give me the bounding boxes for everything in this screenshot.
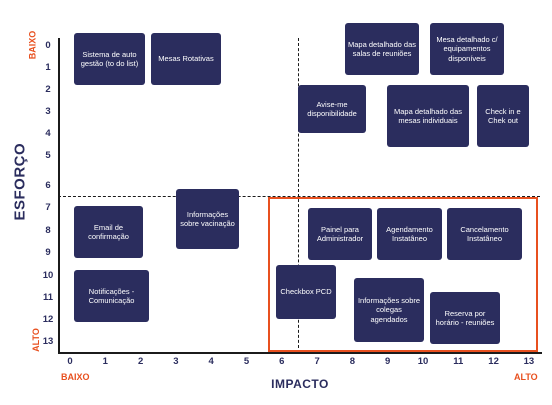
x-tick-label: 2	[137, 356, 144, 367]
card-mesa-equipamentos: Mesa detalhado c/ equipamentos disponíve…	[430, 23, 504, 75]
card-check-in-out: Check in e Chek out	[477, 85, 529, 147]
card-checkbox-pcd: Checkbox PCD	[276, 265, 336, 319]
y-axis-title: ESFORÇO	[11, 142, 29, 221]
x-axis-line	[58, 352, 542, 354]
x-tick-label: 5	[243, 356, 250, 367]
card-informacoes-colegas: Informações sobre colegas agendados	[354, 278, 424, 342]
y-tick-label: 8	[45, 225, 51, 236]
card-painel-administrador: Painel para Administrador	[308, 208, 372, 260]
y-tick-label: 5	[45, 150, 51, 161]
y-tick-label: 0	[45, 40, 51, 51]
card-reserva-por-horario: Reserva por horário - reuniões	[430, 292, 500, 344]
card-email-confirmacao: Email de confirmação	[74, 206, 143, 258]
y-tick-label: 13	[42, 336, 54, 347]
x-tick-label: 12	[488, 356, 499, 367]
x-tick-label: 11	[453, 356, 464, 367]
y-tick-label: 11	[42, 292, 54, 303]
y-tick-label: 9	[45, 247, 51, 258]
x-tick-label: 6	[279, 356, 285, 367]
x-tick-label: 13	[523, 356, 535, 367]
x-tick-label: 4	[208, 356, 214, 367]
card-cancelamento-instantaneo: Cancelamento Instatâneo	[447, 208, 522, 260]
y-axis-line	[58, 38, 60, 353]
y-tick-label: 7	[45, 202, 51, 213]
y-tick-label: 3	[45, 106, 51, 117]
x-tick-label: 9	[385, 356, 391, 367]
x-axis-title: IMPACTO	[271, 377, 329, 391]
x-tick-label: 3	[173, 356, 179, 367]
y-tick-label: 1	[45, 62, 51, 73]
card-informacoes-vacinacao: Informações sobre vacinação	[176, 189, 239, 249]
x-tick-label: 7	[314, 356, 320, 367]
card-sistema-auto-gestao: Sistema de auto gestão (to do list)	[74, 33, 145, 85]
x-tick-label: 1	[102, 356, 108, 367]
x-tick-label: 8	[349, 356, 356, 367]
y-tick-label: 12	[42, 314, 54, 325]
horizontal-divider	[58, 196, 540, 197]
card-mapa-salas-reunioes: Mapa detalhado das salas de reuniões	[345, 23, 419, 75]
card-mapa-mesas-individuais: Mapa detalhado das mesas individuais	[387, 85, 469, 147]
vertical-divider	[298, 38, 299, 353]
priority-highlight-box	[268, 197, 538, 352]
y-tick-label: 6	[45, 180, 51, 191]
y-tick-label: 10	[42, 270, 54, 281]
x-tick-label: 0	[67, 356, 73, 367]
card-avise-me: Avise-me disponibilidade	[298, 85, 366, 133]
x-axis-low-label: BAIXO	[61, 372, 90, 382]
y-tick-label: 4	[45, 128, 51, 139]
x-axis-high-label: ALTO	[514, 372, 538, 382]
x-tick-label: 10	[417, 356, 429, 367]
card-notificacoes: Notificações - Comunicação	[74, 270, 149, 322]
card-agendamento-instantaneo: Agendamento Instatâneo	[377, 208, 442, 260]
y-tick-label: 2	[45, 84, 51, 95]
card-mesas-rotativas: Mesas Rotativas	[151, 33, 221, 85]
